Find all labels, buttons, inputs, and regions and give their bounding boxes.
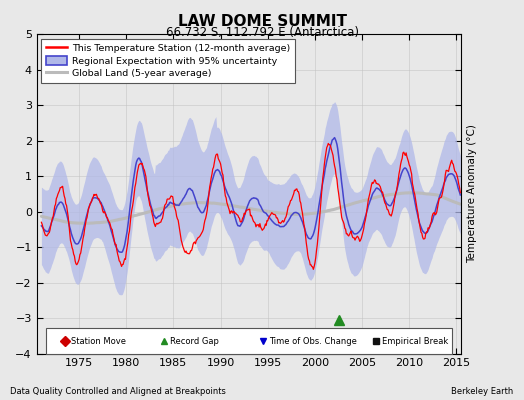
- Text: LAW DOME SUMMIT: LAW DOME SUMMIT: [178, 14, 346, 29]
- Text: Record Gap: Record Gap: [170, 337, 219, 346]
- Text: Data Quality Controlled and Aligned at Breakpoints: Data Quality Controlled and Aligned at B…: [10, 387, 226, 396]
- Text: Empirical Break: Empirical Break: [382, 337, 448, 346]
- Legend: This Temperature Station (12-month average), Regional Expectation with 95% uncer: This Temperature Station (12-month avera…: [41, 39, 294, 83]
- Text: Station Move: Station Move: [71, 337, 126, 346]
- FancyBboxPatch shape: [46, 328, 452, 354]
- Text: Berkeley Earth: Berkeley Earth: [451, 387, 514, 396]
- Y-axis label: Temperature Anomaly (°C): Temperature Anomaly (°C): [467, 124, 477, 264]
- Text: 66.732 S, 112.792 E (Antarctica): 66.732 S, 112.792 E (Antarctica): [166, 26, 358, 39]
- Text: Time of Obs. Change: Time of Obs. Change: [269, 337, 357, 346]
